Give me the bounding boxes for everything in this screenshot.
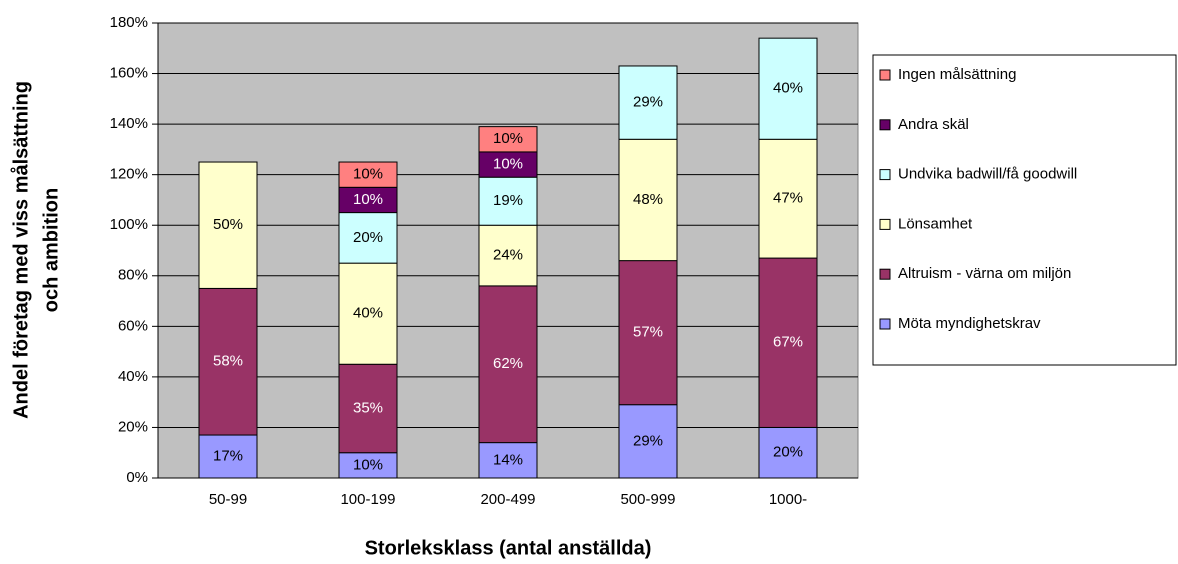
legend-swatch — [879, 69, 891, 81]
data-label: 10% — [353, 191, 383, 208]
bar-segment — [478, 285, 538, 444]
y-tick-label: 60% — [118, 317, 148, 334]
data-label: 10% — [353, 166, 383, 183]
legend-label: Andra skäl — [898, 116, 969, 133]
data-label: 24% — [493, 247, 523, 264]
y-axis-label: Andel företag med viss målsättning — [9, 81, 32, 419]
bar-segment — [618, 260, 678, 406]
legend-label: Altruism - värna om miljön — [898, 265, 1071, 282]
data-label: 48% — [633, 191, 663, 208]
bar-segment — [758, 138, 818, 259]
x-tick-label: 50-99 — [209, 491, 247, 508]
data-label: 57% — [633, 324, 663, 341]
data-label: 29% — [633, 94, 663, 111]
data-label: 47% — [773, 190, 803, 207]
legend-swatch — [879, 268, 891, 280]
data-label: 20% — [773, 444, 803, 461]
y-tick-label: 20% — [118, 418, 148, 435]
bar-segment — [618, 138, 678, 262]
y-tick-label: 80% — [118, 267, 148, 284]
data-label: 20% — [353, 229, 383, 246]
bar-segment — [338, 363, 398, 454]
data-label: 10% — [493, 156, 523, 173]
legend-swatch — [879, 169, 891, 181]
bar-segment — [198, 161, 258, 289]
y-tick-label: 140% — [110, 115, 148, 132]
data-label: 19% — [493, 192, 523, 209]
legend-label: Möta myndighetskrav — [898, 315, 1041, 332]
data-label: 50% — [213, 216, 243, 233]
data-label: 67% — [773, 334, 803, 351]
x-tick-label: 1000- — [769, 491, 807, 508]
bar-segment — [758, 37, 818, 140]
bar-segment — [338, 262, 398, 365]
y-tick-label: 100% — [110, 216, 148, 233]
bar-segment — [758, 257, 818, 428]
bar-segment — [758, 426, 818, 479]
bar-segment — [478, 442, 538, 479]
y-tick-label: 180% — [110, 14, 148, 31]
legend-label: Undvika badwill/få goodwill — [898, 166, 1077, 183]
bar-segment — [338, 452, 398, 479]
legend-swatch — [879, 218, 891, 230]
data-label: 62% — [493, 355, 523, 372]
bar-segment — [618, 404, 678, 479]
data-label: 10% — [353, 456, 383, 473]
bar-segment — [338, 161, 398, 188]
bar-segment — [618, 65, 678, 140]
data-label: 17% — [213, 447, 243, 464]
y-tick-label: 40% — [118, 368, 148, 385]
data-label: 40% — [773, 80, 803, 97]
y-tick-label: 160% — [110, 65, 148, 82]
x-tick-label: 200-499 — [480, 491, 535, 508]
data-label: 29% — [633, 432, 663, 449]
legend-label: Ingen målsättning — [898, 66, 1016, 83]
data-label: 35% — [353, 399, 383, 416]
y-axis-label: och ambition — [40, 188, 62, 312]
bar-segment — [478, 224, 538, 287]
data-label: 58% — [213, 353, 243, 370]
x-tick-label: 500-999 — [620, 491, 675, 508]
legend — [872, 54, 1177, 366]
data-label: 10% — [493, 130, 523, 147]
bar-segment — [198, 287, 258, 436]
bar-segment — [478, 126, 538, 153]
data-label: 40% — [353, 305, 383, 322]
legend-label: Lönsamhet — [898, 215, 973, 232]
data-label: 14% — [493, 451, 523, 468]
x-tick-label: 100-199 — [340, 491, 395, 508]
bar-segment — [478, 176, 538, 226]
y-tick-label: 0% — [126, 469, 148, 486]
legend-swatch — [879, 318, 891, 330]
bar-segment — [338, 186, 398, 214]
x-axis-label: Storleksklass (antal anställda) — [365, 537, 652, 559]
legend-swatch — [879, 119, 891, 131]
y-tick-label: 120% — [110, 166, 148, 183]
bar-segment — [478, 151, 538, 178]
